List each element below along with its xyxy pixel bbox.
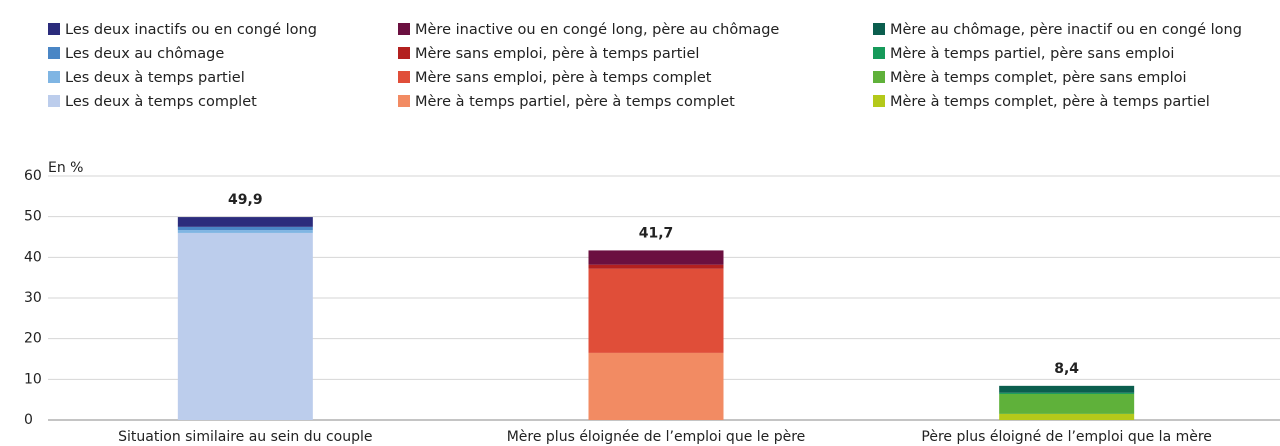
bar-segment [999, 393, 1135, 414]
legend-label: Mère à temps partiel, père sans emploi [890, 46, 1174, 62]
bar-segment [999, 385, 1135, 393]
y-tick-label: 20 [24, 331, 42, 347]
y-tick-label: 40 [24, 249, 42, 265]
legend-swatch [873, 71, 885, 83]
legend-label: Mère inactive ou en congé long, père au … [415, 22, 779, 38]
bar-segment [177, 232, 313, 420]
y-tick-label: 30 [24, 290, 42, 306]
bar-segment [999, 413, 1135, 420]
legend-swatch [873, 95, 885, 107]
legend-swatch [48, 71, 60, 83]
x-tick-label: Mère plus éloignée de l’emploi que le pè… [507, 429, 806, 445]
y-tick-label: 10 [24, 371, 42, 387]
legend-swatch [873, 47, 885, 59]
legend-swatch [48, 23, 60, 35]
legend-swatch [398, 47, 410, 59]
bar-segment [177, 217, 313, 227]
legend-swatch [48, 47, 60, 59]
x-tick-label: Père plus éloigné de l’emploi que la mèr… [921, 429, 1212, 445]
y-axis-label: En % [48, 160, 83, 176]
legend-swatch [48, 95, 60, 107]
legend-label: Mère à temps complet, père sans emploi [890, 70, 1187, 86]
bar-segment [177, 230, 313, 233]
bar-segment [588, 352, 724, 420]
x-tick-label: Situation similaire au sein du couple [118, 429, 372, 445]
total-label: 49,9 [228, 192, 263, 208]
legend-label: Les deux inactifs ou en congé long [65, 22, 317, 38]
y-tick-label: 50 [24, 209, 42, 225]
total-label: 41,7 [639, 225, 674, 241]
legend-swatch [398, 95, 410, 107]
bar-segment [177, 226, 313, 231]
bar-segment [588, 268, 724, 353]
total-label: 8,4 [1054, 361, 1079, 377]
legend-label: Mère à temps complet, père à temps parti… [890, 94, 1210, 110]
legend-label: Mère à temps partiel, père à temps compl… [415, 94, 735, 110]
bar-segment [999, 392, 1135, 394]
legend-label: Mère sans emploi, père à temps complet [415, 70, 712, 86]
legend-swatch [873, 23, 885, 35]
y-tick-label: 0 [24, 412, 33, 428]
legend-label: Les deux au chômage [65, 46, 224, 62]
bar-segment [588, 250, 724, 265]
legend-label: Les deux à temps partiel [65, 70, 245, 86]
legend-label: Mère sans emploi, père à temps partiel [415, 46, 699, 62]
legend-label: Mère au chômage, père inactif ou en cong… [890, 22, 1242, 38]
legend-swatch [398, 71, 410, 83]
legend-label: Les deux à temps complet [65, 94, 257, 110]
y-tick-label: 60 [24, 168, 42, 184]
legend-swatch [398, 23, 410, 35]
bar-segment [588, 264, 724, 269]
